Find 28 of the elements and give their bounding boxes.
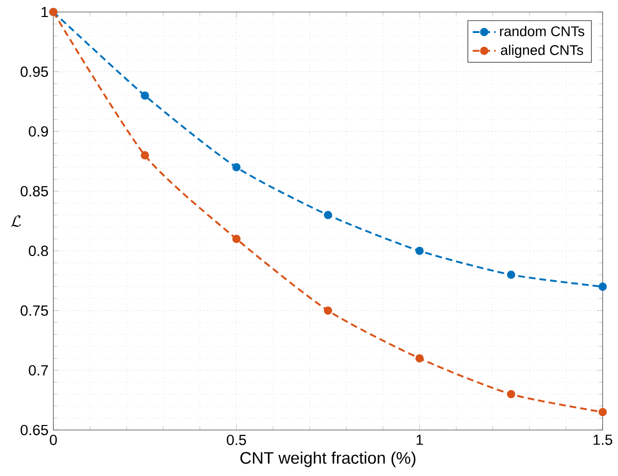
point (232, 163, 241, 172)
y-tick-label: 0.7 (28, 365, 48, 376)
x-tick-label: 0 (50, 434, 57, 446)
point (598, 408, 607, 416)
point (324, 306, 332, 315)
y-tick-label: 0.95 (20, 66, 48, 77)
point (598, 282, 607, 291)
point (506, 270, 516, 279)
point (232, 234, 241, 244)
point (415, 354, 424, 362)
x-axis-title: CNT weight fraction (%) (240, 452, 416, 468)
legend-label: random CNTs (500, 26, 584, 36)
point (324, 210, 332, 220)
y-tick-label: 0.65 (20, 424, 48, 436)
x-tick-label: 1.5 (594, 434, 612, 445)
x-tick-label: 1 (416, 434, 423, 445)
point (140, 151, 150, 160)
y-tick-label: 0.85 (20, 186, 48, 196)
y-tick-label: 0.9 (28, 126, 48, 137)
y-tick-label: 0.75 (20, 305, 48, 316)
x-tick-label: 0.5 (226, 434, 246, 446)
y-tick-label: 1 (42, 6, 48, 18)
point (506, 390, 516, 398)
y-tick-label: 0.8 (28, 246, 48, 256)
point (140, 91, 150, 100)
legend-label: aligned CNTs (500, 44, 584, 58)
y-axis-title: $\mathcal{L}$ (10, 215, 21, 227)
point (415, 246, 424, 255)
